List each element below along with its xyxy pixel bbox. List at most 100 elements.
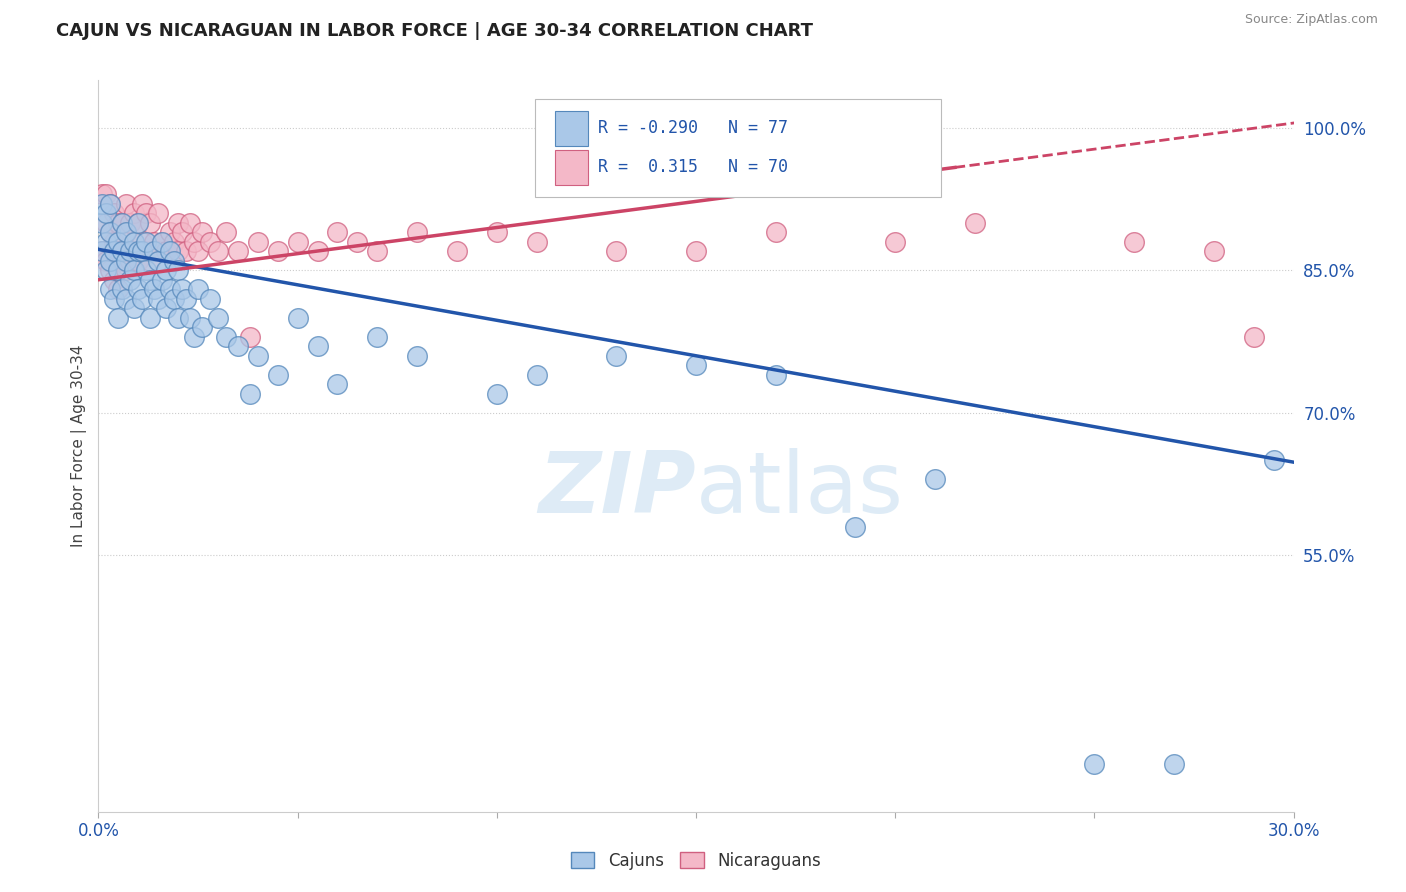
Point	[120, 273, 142, 287]
Point	[124, 263, 146, 277]
Point	[91, 196, 114, 211]
Point	[226, 244, 249, 259]
Point	[120, 244, 142, 259]
Point	[163, 235, 186, 249]
Point	[226, 339, 249, 353]
Point	[103, 273, 125, 287]
Point	[115, 196, 138, 211]
Point	[163, 292, 186, 306]
Point	[91, 187, 114, 202]
Point	[103, 244, 125, 259]
Point	[183, 235, 205, 249]
Point	[267, 244, 290, 259]
Point	[963, 216, 986, 230]
Point	[139, 253, 162, 268]
Point	[135, 244, 157, 259]
Point	[124, 235, 146, 249]
Bar	[555, 111, 589, 146]
Point	[198, 292, 221, 306]
Point	[246, 235, 269, 249]
Point	[239, 330, 262, 344]
FancyBboxPatch shape	[534, 99, 941, 197]
Point	[107, 263, 129, 277]
Point	[96, 263, 118, 277]
Point	[1243, 330, 1265, 344]
Point	[100, 196, 122, 211]
Point	[111, 253, 134, 268]
Point	[148, 244, 170, 259]
Point	[174, 244, 197, 259]
Point	[1202, 244, 1225, 259]
Point	[139, 310, 162, 325]
Point	[139, 216, 162, 230]
Text: R =  0.315   N = 70: R = 0.315 N = 70	[598, 158, 787, 176]
Point	[115, 253, 138, 268]
Point	[107, 235, 129, 249]
Point	[174, 292, 197, 306]
Point	[107, 216, 129, 230]
Point	[183, 330, 205, 344]
Point	[115, 225, 138, 239]
Point	[307, 244, 329, 259]
Point	[96, 253, 118, 268]
Point	[96, 206, 118, 220]
Point	[526, 368, 548, 382]
Point	[100, 282, 122, 296]
Point	[172, 282, 194, 296]
Point	[167, 244, 190, 259]
Point	[167, 310, 190, 325]
Point	[198, 235, 221, 249]
Point	[1083, 757, 1105, 772]
Point	[446, 244, 468, 259]
Point	[115, 225, 138, 239]
Point	[143, 244, 166, 259]
Point	[131, 244, 153, 259]
Point	[107, 244, 129, 259]
Point	[139, 273, 162, 287]
Point	[100, 263, 122, 277]
Point	[1123, 235, 1146, 249]
Point	[124, 244, 146, 259]
Point	[120, 253, 142, 268]
Text: Source: ZipAtlas.com: Source: ZipAtlas.com	[1244, 13, 1378, 27]
Point	[685, 358, 707, 372]
Point	[1163, 757, 1185, 772]
Point	[167, 263, 190, 277]
Point	[100, 253, 122, 268]
Point	[307, 339, 329, 353]
Point	[526, 235, 548, 249]
Point	[287, 310, 309, 325]
Point	[215, 330, 238, 344]
Point	[163, 253, 186, 268]
Point	[100, 225, 122, 239]
Point	[103, 235, 125, 249]
Point	[124, 206, 146, 220]
Point	[485, 386, 508, 401]
Text: ZIP: ZIP	[538, 449, 696, 532]
Point	[107, 282, 129, 296]
Point	[111, 216, 134, 230]
Point	[103, 206, 125, 220]
Point	[115, 292, 138, 306]
Point	[100, 225, 122, 239]
Point	[124, 301, 146, 316]
Point	[107, 310, 129, 325]
Point	[111, 282, 134, 296]
Point	[1263, 453, 1285, 467]
Point	[131, 235, 153, 249]
Point	[127, 282, 149, 296]
Point	[127, 216, 149, 230]
Point	[100, 196, 122, 211]
Point	[135, 263, 157, 277]
Point	[148, 206, 170, 220]
Point	[115, 263, 138, 277]
Point	[111, 216, 134, 230]
Point	[127, 253, 149, 268]
Point	[150, 235, 173, 249]
Point	[326, 225, 349, 239]
Point	[366, 244, 388, 259]
Point	[765, 225, 787, 239]
Point	[605, 244, 627, 259]
Point	[143, 282, 166, 296]
Point	[187, 282, 209, 296]
